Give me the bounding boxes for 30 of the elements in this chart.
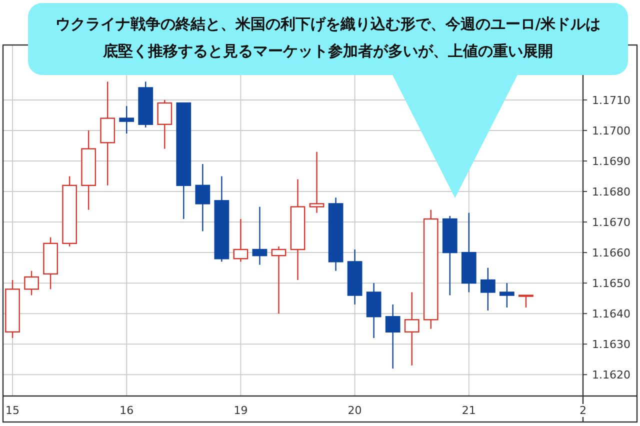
y-tick-label: 1.1640: [592, 308, 630, 321]
candlestick: [195, 163, 210, 232]
x-tick-label: 16: [120, 404, 134, 417]
x-tick-label: 19: [234, 404, 248, 417]
candlestick: [119, 105, 134, 134]
y-tick-label: 1.1710: [592, 94, 630, 107]
candlestick: [24, 270, 39, 296]
y-tick-label: 1.1650: [592, 277, 630, 290]
candlestick: [309, 151, 324, 214]
y-tick-label: 1.1690: [592, 154, 630, 168]
y-tick-label: 1.1620: [592, 368, 630, 382]
y-tick-label: 1.1660: [592, 246, 630, 260]
chart-title: ウクライナ戦争の終結と、米国の利下げを織り込む形で、今週のユーロ/米ドルは底堅く推移すると見るマーケット参加者が多いが、上値の重い展開: [55, 15, 601, 60]
candlestick: [385, 304, 400, 370]
candlestick: [233, 218, 248, 262]
candlestick: [252, 206, 268, 266]
candlestick: [499, 282, 514, 308]
x-tick-label: 15: [6, 404, 20, 417]
y-tick-label: 1.1680: [592, 186, 630, 199]
y-tick-label: 1.1670: [592, 216, 630, 230]
x-tick-label: 21: [462, 404, 476, 417]
y-tick-label: 1.1700: [592, 124, 630, 138]
x-tick-label: 2: [580, 404, 586, 417]
candlestick: [271, 246, 286, 314]
y-tick-label: 1.1630: [592, 338, 630, 352]
candlestick: [404, 292, 420, 366]
x-tick-label: 20: [348, 404, 362, 417]
candlestick: [518, 294, 534, 308]
candlestick: [480, 267, 496, 312]
candlestick: [157, 99, 172, 150]
